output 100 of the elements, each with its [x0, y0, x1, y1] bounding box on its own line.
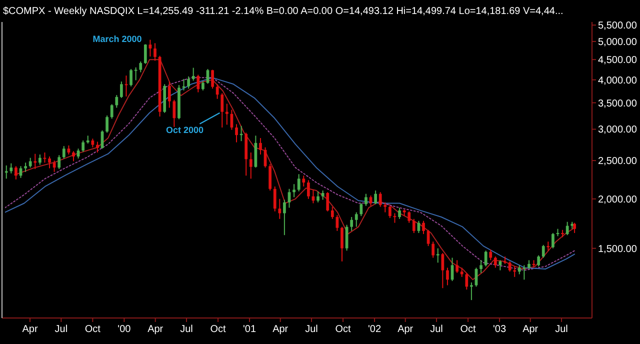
candlestick	[62, 146, 66, 160]
candlestick	[412, 218, 416, 234]
candlestick	[489, 248, 492, 261]
candlestick	[374, 190, 377, 205]
candlestick	[220, 92, 224, 128]
candlestick	[484, 250, 488, 267]
x-tick-label: Oct	[84, 324, 101, 335]
candlestick	[259, 138, 262, 155]
candlestick	[441, 252, 444, 289]
candlestick	[211, 69, 214, 90]
candlestick	[422, 220, 425, 235]
candlestick	[494, 256, 497, 268]
candlestick	[302, 175, 306, 187]
candlestick	[172, 99, 176, 128]
candlestick	[120, 81, 123, 98]
candlestick	[196, 74, 200, 93]
candlestick	[96, 141, 99, 154]
candlestick	[537, 254, 540, 267]
chart-title: $COMPX - Weekly NASDQIX L=14,255.49 -311.21 -2.14% B=0.00 A=0.00 O=14,493.12 Hi=14,499.74 Lo=14,181.69 V=4,44...	[3, 6, 564, 17]
candlestick	[436, 248, 440, 264]
candlestick	[326, 192, 330, 212]
x-tick-label: Jul	[180, 324, 193, 335]
x-tick-label: Apr	[522, 324, 539, 335]
x-tick-label: Apr	[148, 324, 164, 335]
x-tick-label: '03	[493, 324, 506, 335]
candlestick	[168, 81, 171, 108]
y-tick-label: 3,500.00	[598, 98, 638, 110]
candlestick	[360, 202, 363, 217]
candlestick	[134, 66, 138, 81]
candlestick	[28, 157, 32, 168]
x-tick-label: '02	[368, 324, 382, 335]
x-tick-label: Jul	[54, 324, 68, 335]
candlestick	[552, 232, 554, 249]
candlestick	[384, 202, 387, 213]
candlestick	[10, 162, 13, 174]
candlestick	[38, 154, 42, 166]
candlestick	[354, 212, 358, 228]
annotation: March 2000	[92, 34, 142, 44]
candlestick	[470, 282, 473, 301]
candlestick	[350, 216, 354, 232]
candlestick	[432, 241, 435, 258]
candlestick	[268, 164, 272, 192]
candlestick	[297, 174, 300, 192]
candlestick	[465, 272, 468, 290]
candlestick	[480, 260, 482, 274]
candlestick	[24, 162, 27, 172]
x-tick-label: Jul	[555, 324, 568, 335]
candlestick	[446, 267, 449, 286]
candlestick	[546, 241, 550, 252]
candlestick	[130, 68, 132, 87]
candlestick	[273, 186, 276, 212]
candlestick	[144, 44, 147, 64]
candlestick	[14, 166, 18, 180]
candlestick	[249, 152, 252, 180]
candlestick	[369, 195, 372, 206]
candlestick	[288, 188, 291, 208]
candlestick	[206, 68, 210, 84]
candlestick	[398, 207, 401, 220]
candlestick	[192, 67, 195, 82]
candlestick	[321, 190, 324, 200]
candlestick	[110, 104, 114, 120]
x-tick-label: Apr	[272, 324, 289, 335]
candlestick	[388, 205, 392, 218]
x-tick-label: Jul	[430, 324, 443, 335]
x-tick-label: Apr	[22, 324, 38, 335]
candlestick	[306, 180, 310, 200]
candlestick	[139, 60, 142, 73]
y-tick-label: 4,500.00	[598, 55, 638, 66]
x-tick-label: Jul	[305, 324, 318, 335]
candlestick	[460, 267, 464, 278]
candlestick	[187, 76, 190, 90]
candlestick	[364, 193, 368, 206]
y-tick-label: 2,500.00	[598, 156, 638, 168]
candlestick	[566, 221, 569, 236]
candlestick	[518, 264, 521, 275]
y-tick-label: 5,500.00	[598, 20, 638, 32]
candlestick	[278, 198, 282, 220]
candlestick	[106, 114, 108, 134]
candlestick	[202, 80, 204, 91]
candlestick	[52, 160, 56, 172]
x-tick-label: Oct	[335, 324, 352, 335]
x-tick-label: '00	[118, 324, 132, 335]
candlestick	[340, 226, 344, 262]
candlestick	[5, 164, 8, 180]
candlestick	[408, 210, 411, 224]
candlestick	[225, 103, 228, 126]
candlestick	[72, 150, 75, 162]
x-tick-label: Oct	[210, 324, 226, 335]
y-tick-label: 4,000.00	[598, 75, 638, 86]
candlestick	[154, 42, 156, 62]
y-tick-label: 3,000.00	[598, 124, 638, 136]
y-tick-label: 5,000.00	[598, 36, 638, 48]
candlestick	[82, 140, 85, 152]
candlestick	[283, 199, 286, 236]
y-tick-label: 2,000.00	[598, 194, 638, 206]
candlestick	[316, 190, 320, 203]
annotation: Oct 2000	[166, 124, 204, 135]
candlestick	[292, 184, 296, 198]
candlestick	[508, 260, 512, 272]
x-tick-label: Oct	[460, 324, 476, 335]
